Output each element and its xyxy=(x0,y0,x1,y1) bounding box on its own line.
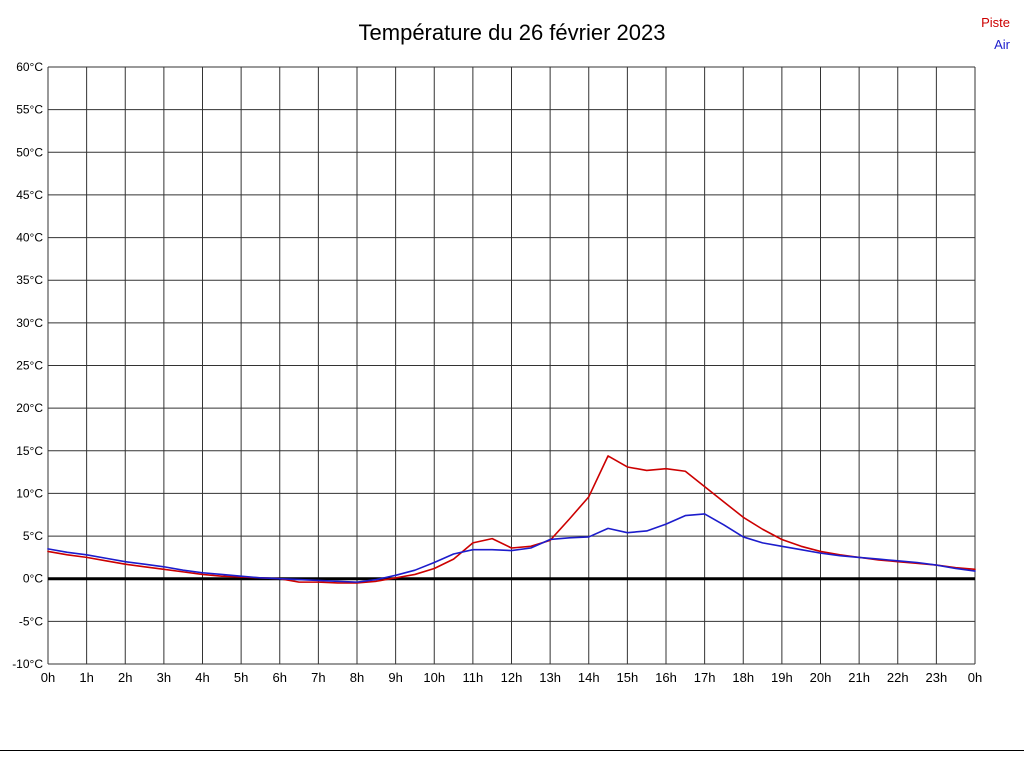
x-tick-label: 9h xyxy=(388,670,402,685)
legend-item-piste: Piste xyxy=(981,15,1010,30)
chart-title: Température du 26 février 2023 xyxy=(358,20,666,45)
y-tick-label: 20°C xyxy=(16,401,43,415)
x-tick-label: 13h xyxy=(539,670,561,685)
temperature-chart: -10°C -5°C 0°C 5°C 10°C 15°C 20°C 25°C 30°C 35°C 4… xyxy=(12,60,982,685)
series-line-air xyxy=(47,513,976,583)
x-tick-label: 23h xyxy=(926,670,948,685)
y-tick-label: 5°C xyxy=(23,529,43,543)
legend: Piste Air xyxy=(981,12,1010,56)
y-tick-label: 0°C xyxy=(23,572,43,586)
x-tick-label: 3h xyxy=(157,670,171,685)
y-tick-label: 55°C xyxy=(16,103,43,117)
y-tick-label: 40°C xyxy=(16,231,43,245)
y-tick-label: 50°C xyxy=(16,145,43,159)
x-tick-label: 12h xyxy=(501,670,523,685)
x-tick-label: 8h xyxy=(350,670,364,685)
y-tick-label: 10°C xyxy=(16,486,43,500)
x-tick-label: 6h xyxy=(273,670,287,685)
x-tick-label: 20h xyxy=(810,670,832,685)
x-tick-label: 1h xyxy=(79,670,93,685)
series-line-piste xyxy=(47,455,976,584)
x-tick-label: 18h xyxy=(732,670,754,685)
x-tick-label: 17h xyxy=(694,670,716,685)
x-tick-label: 16h xyxy=(655,670,677,685)
y-tick-label: 60°C xyxy=(16,60,43,74)
x-tick-label: 7h xyxy=(311,670,325,685)
y-tick-label: 25°C xyxy=(16,359,43,373)
x-tick-label: 0h xyxy=(968,670,982,685)
x-tick-label: 2h xyxy=(118,670,132,685)
page-bottom-border xyxy=(0,750,1024,751)
x-tick-label: 5h xyxy=(234,670,248,685)
legend-item-air: Air xyxy=(994,37,1010,52)
y-tick-label: 15°C xyxy=(16,444,43,458)
y-tick-label: -10°C xyxy=(12,657,43,671)
y-tick-label: 45°C xyxy=(16,188,43,202)
x-tick-label: 19h xyxy=(771,670,793,685)
x-tick-label: 15h xyxy=(617,670,639,685)
x-tick-label: 14h xyxy=(578,670,600,685)
x-tick-label: 22h xyxy=(887,670,909,685)
y-tick-label: -5°C xyxy=(19,614,43,628)
x-tick-label: 10h xyxy=(423,670,445,685)
x-tick-label: 21h xyxy=(848,670,870,685)
x-tick-label: 11h xyxy=(463,670,484,685)
y-tick-label: 30°C xyxy=(16,316,43,330)
x-tick-label: 4h xyxy=(195,670,209,685)
x-tick-label: 0h xyxy=(41,670,55,685)
y-tick-label: 35°C xyxy=(16,273,43,287)
